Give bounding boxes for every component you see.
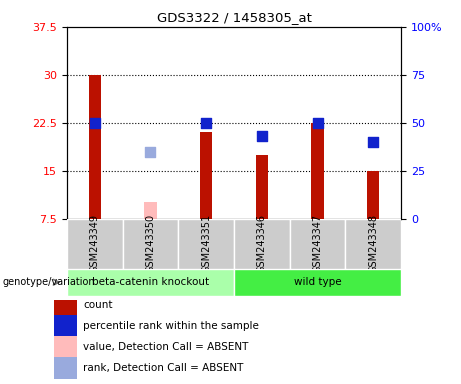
Bar [89,75,101,219]
Text: GSM243351: GSM243351 [201,214,211,273]
Title: GDS3322 / 1458305_at: GDS3322 / 1458305_at [157,11,311,24]
Bar [311,123,324,219]
Bar [144,202,157,219]
Text: GSM243346: GSM243346 [257,214,267,273]
Bar [54,336,77,358]
Point [202,120,210,126]
Bar [54,315,77,336]
Text: wild type: wild type [294,277,341,287]
Point [370,139,377,145]
Point [91,120,98,126]
Bar [67,219,123,269]
Point [147,149,154,155]
Text: genotype/variation: genotype/variation [2,277,95,287]
Bar [234,269,401,296]
Bar [234,219,290,269]
Bar [54,294,77,315]
Bar [178,219,234,269]
Bar [256,155,268,219]
Text: beta-catenin knockout: beta-catenin knockout [92,277,209,287]
Text: percentile rank within the sample: percentile rank within the sample [83,321,260,331]
Bar [67,269,234,296]
Text: count: count [83,300,113,310]
Bar [123,219,178,269]
Text: GSM243348: GSM243348 [368,214,378,273]
Bar [54,358,77,379]
Bar [200,132,212,219]
Text: GSM243349: GSM243349 [90,214,100,273]
Text: GSM243347: GSM243347 [313,214,323,273]
Point [314,120,321,126]
Bar [345,219,401,269]
Point [258,133,266,139]
Text: value, Detection Call = ABSENT: value, Detection Call = ABSENT [83,342,249,352]
Text: rank, Detection Call = ABSENT: rank, Detection Call = ABSENT [83,363,244,373]
Bar [367,171,379,219]
Bar [290,219,345,269]
Text: GSM243350: GSM243350 [145,214,155,273]
